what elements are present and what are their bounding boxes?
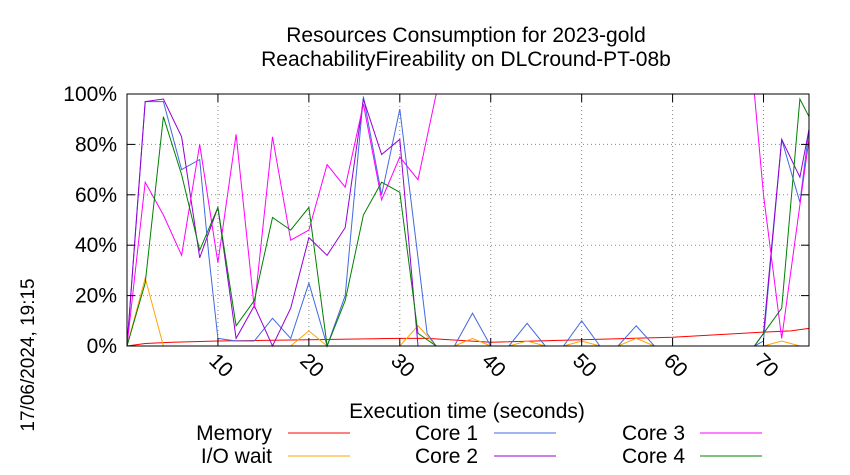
y-axis-ticks: 0% 20% 40% 60% 80% 100% <box>63 83 809 358</box>
x-tick-label: 20 <box>295 349 328 382</box>
plot-frame <box>126 93 810 347</box>
y-tick-label: 60% <box>75 184 117 207</box>
y-tick-label: 20% <box>75 285 117 308</box>
y-tick-label: 80% <box>75 133 117 156</box>
y-tick-label: 0% <box>87 335 117 358</box>
x-tick-label: 40 <box>477 349 510 382</box>
chart-title: Resources Consumption for 2023-gold <box>286 24 646 47</box>
y-tick-label: 40% <box>75 234 117 257</box>
series-line-core-1 <box>126 96 810 348</box>
legend-label-i-o-wait: I/O wait <box>201 445 272 468</box>
x-tick-label: 60 <box>659 349 692 382</box>
timestamp-label: 17/06/2024, 19:15 <box>18 278 39 431</box>
x-tick-label: 30 <box>386 349 419 382</box>
x-tick-label: 70 <box>750 349 783 382</box>
grid-lines <box>127 94 809 346</box>
x-tick-label: 10 <box>204 349 237 382</box>
x-tick-label: 50 <box>568 349 601 382</box>
x-axis-ticks: 10 20 30 40 50 60 70 <box>204 94 783 382</box>
legend-label-core-1: Core 1 <box>415 422 478 445</box>
x-axis-label: Execution time (seconds) <box>349 400 585 423</box>
legend-label-core-4: Core 4 <box>622 445 685 468</box>
series-line-core-2 <box>126 98 810 348</box>
legend-label-memory: Memory <box>196 422 272 445</box>
legend-label-core-2: Core 2 <box>415 445 478 468</box>
series-line-core-4 <box>126 97 810 348</box>
series-line-core-3 <box>126 93 810 347</box>
y-tick-label: 100% <box>63 83 117 106</box>
series-line-memory <box>126 327 810 347</box>
series-layer <box>126 93 810 348</box>
chart-subtitle: ReachabilityFireability on DLCround-PT-0… <box>261 48 671 71</box>
legend-label-core-3: Core 3 <box>622 422 685 445</box>
